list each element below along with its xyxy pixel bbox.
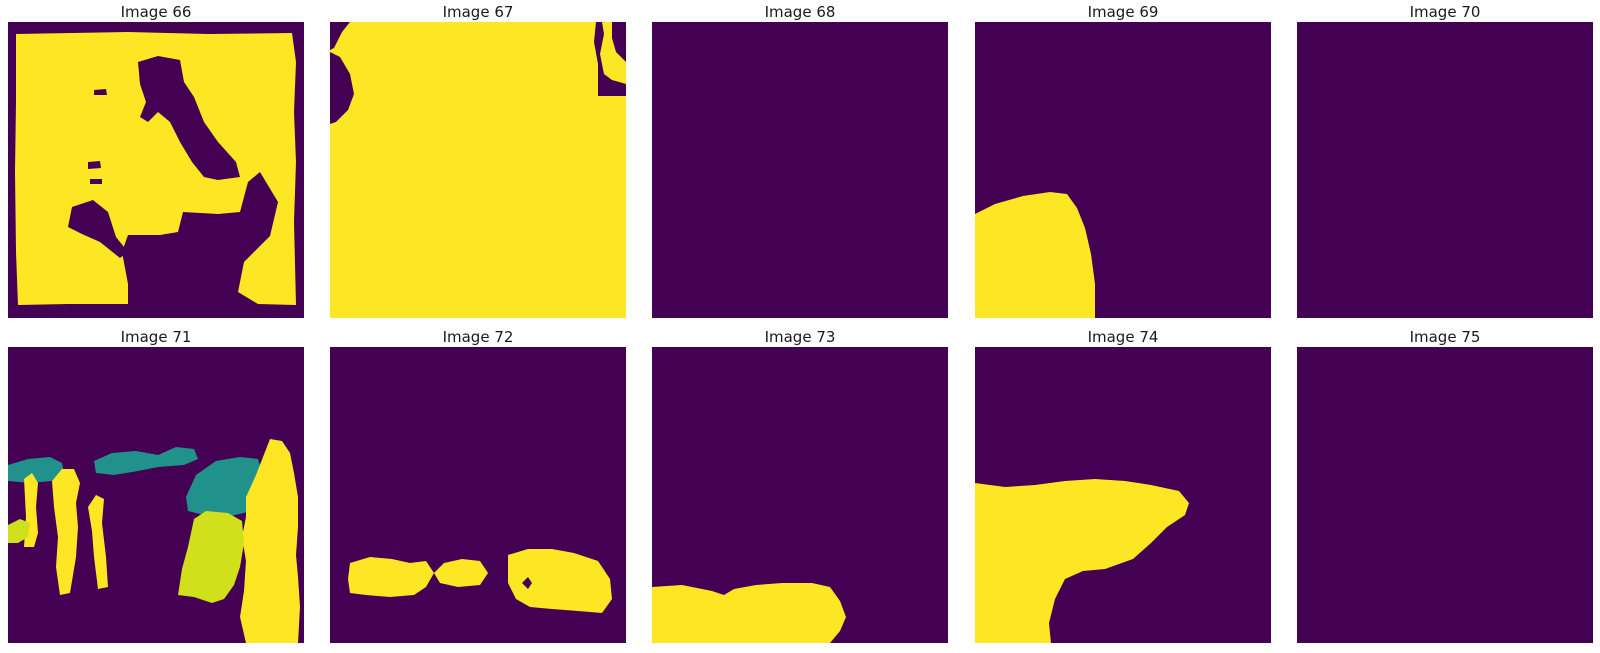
mask-region xyxy=(88,495,108,589)
mask-region xyxy=(652,583,846,643)
mask-region xyxy=(94,447,198,475)
panel-title-70: Image 70 xyxy=(1409,3,1481,21)
mask-image-73 xyxy=(652,347,948,643)
mask-panel-69 xyxy=(975,22,1271,318)
mask-image-69 xyxy=(975,22,1271,318)
mask-panel-68 xyxy=(652,22,948,318)
panel-title-68: Image 68 xyxy=(764,3,836,21)
mask-image-75 xyxy=(1297,347,1593,643)
mask-hole xyxy=(90,179,102,184)
mask-hole xyxy=(594,22,626,96)
mask-panel-71 xyxy=(8,347,304,643)
mask-panel-74 xyxy=(975,347,1271,643)
mask-image-70 xyxy=(1297,22,1593,318)
mask-hole xyxy=(330,52,354,124)
mask-panel-73 xyxy=(652,347,948,643)
mask-hole xyxy=(138,56,240,180)
mask-hole xyxy=(612,22,626,62)
mask-region xyxy=(975,192,1095,318)
panel-title-73: Image 73 xyxy=(764,328,836,346)
mask-region xyxy=(8,457,64,483)
mask-region xyxy=(508,549,612,613)
mask-panel-75 xyxy=(1297,347,1593,643)
mask-image-66 xyxy=(8,22,304,318)
mask-hole xyxy=(330,22,350,50)
mask-region xyxy=(240,439,300,643)
mask-region xyxy=(178,511,244,603)
panel-title-72: Image 72 xyxy=(442,328,514,346)
mask-panel-67 xyxy=(330,22,626,318)
mask-panel-66 xyxy=(8,22,304,318)
mask-region xyxy=(434,559,488,587)
mask-region xyxy=(15,32,296,305)
mask-image-71 xyxy=(8,347,304,643)
mask-region xyxy=(52,469,80,595)
mask-panel-70 xyxy=(1297,22,1593,318)
mask-region xyxy=(8,519,30,543)
mask-image-74 xyxy=(975,347,1271,643)
mask-image-72 xyxy=(330,347,626,643)
mask-region xyxy=(186,457,264,517)
mask-hole xyxy=(522,577,532,589)
panel-title-75: Image 75 xyxy=(1409,328,1481,346)
panel-title-66: Image 66 xyxy=(120,3,192,21)
panel-title-74: Image 74 xyxy=(1087,328,1159,346)
panel-title-71: Image 71 xyxy=(120,328,192,346)
mask-image-67 xyxy=(330,22,626,318)
mask-hole xyxy=(68,200,128,258)
mask-panel-72 xyxy=(330,347,626,643)
mask-image-68 xyxy=(652,22,948,318)
mask-hole xyxy=(94,89,107,95)
panel-title-69: Image 69 xyxy=(1087,3,1159,21)
mask-region xyxy=(975,479,1189,643)
mask-region xyxy=(348,557,434,597)
panel-title-67: Image 67 xyxy=(442,3,514,21)
mask-hole xyxy=(88,161,101,169)
